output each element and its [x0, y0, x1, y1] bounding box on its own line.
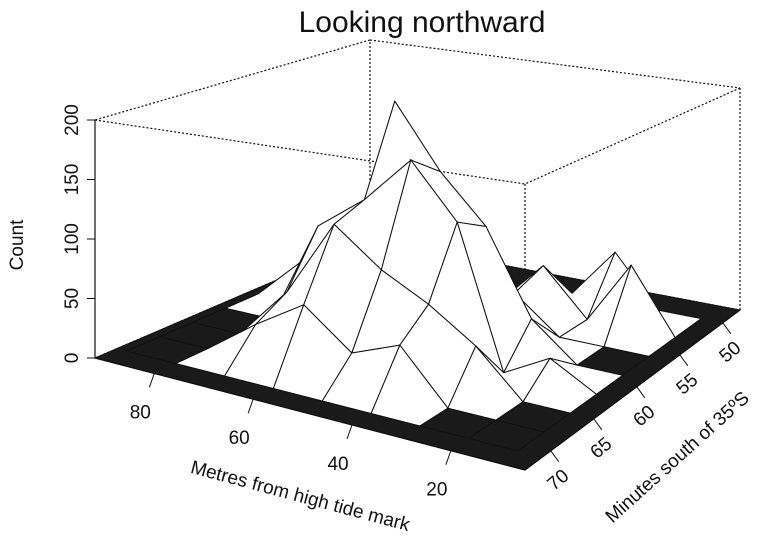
y-tick: [722, 322, 732, 335]
x-tick-label: 40: [327, 454, 348, 475]
y-tick-label: 65: [587, 434, 617, 464]
axis-line: [94, 357, 526, 471]
x-tick-label: 80: [130, 402, 151, 423]
y-tick: [550, 450, 560, 463]
y-tick-label: 55: [673, 370, 703, 400]
axis-line: [524, 309, 741, 471]
x-tick: [148, 373, 155, 388]
y-axis-title: Minutes south of 35ºS: [602, 388, 754, 528]
y-tick: [679, 354, 689, 367]
surface-facet: [467, 419, 546, 452]
x-tick: [445, 450, 452, 465]
y-tick: [593, 418, 603, 431]
box-edge: [94, 39, 371, 121]
x-tick-label: 20: [426, 480, 447, 501]
z-axis-title: Count: [7, 219, 28, 270]
x-tick-label: 60: [229, 428, 250, 449]
z-tick-label: 100: [62, 223, 83, 255]
x-tick: [346, 424, 353, 440]
box-edge: [94, 119, 526, 185]
y-tick-label: 70: [544, 466, 574, 496]
z-tick-label: 200: [62, 104, 83, 136]
z-tick-label: 150: [62, 164, 83, 196]
z-tick-label: 50: [62, 288, 83, 309]
chart-title: Looking northward: [299, 6, 546, 39]
y-tick: [636, 386, 646, 399]
box-edge: [524, 87, 741, 185]
y-tick-label: 60: [630, 402, 660, 432]
x-tick: [247, 399, 254, 414]
z-tick-label: 0: [62, 353, 83, 364]
box-edge: [369, 39, 741, 89]
y-tick-label: 50: [716, 338, 746, 368]
x-axis-title: Metres from high tide mark: [188, 457, 412, 536]
